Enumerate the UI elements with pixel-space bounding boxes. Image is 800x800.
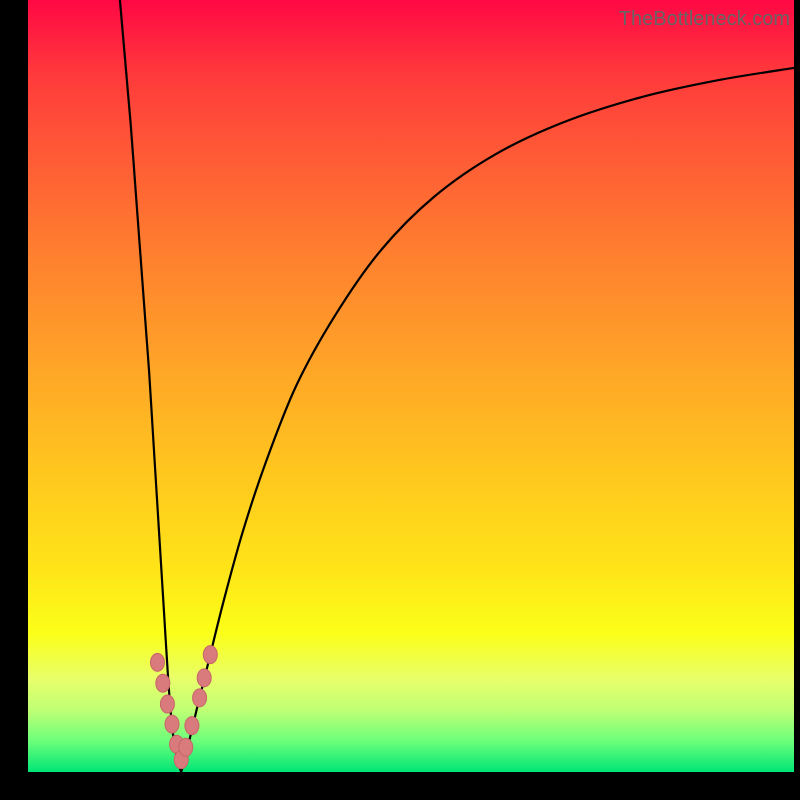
plot-area [28,0,794,772]
data-marker [165,715,179,733]
data-marker [156,674,170,692]
data-marker [203,646,217,664]
chart-outer: TheBottleneck.com [0,0,800,800]
data-marker [193,689,207,707]
data-marker [179,738,193,756]
data-marker [150,653,164,671]
frame-border-left [0,0,28,800]
chart-svg [28,0,794,772]
data-marker [197,669,211,687]
watermark-text: TheBottleneck.com [619,8,790,31]
frame-border-bottom [0,772,800,800]
data-marker [160,695,174,713]
frame-border-right [794,0,800,800]
data-marker [185,717,199,735]
curve-left [120,0,181,772]
curve-right [181,68,794,772]
